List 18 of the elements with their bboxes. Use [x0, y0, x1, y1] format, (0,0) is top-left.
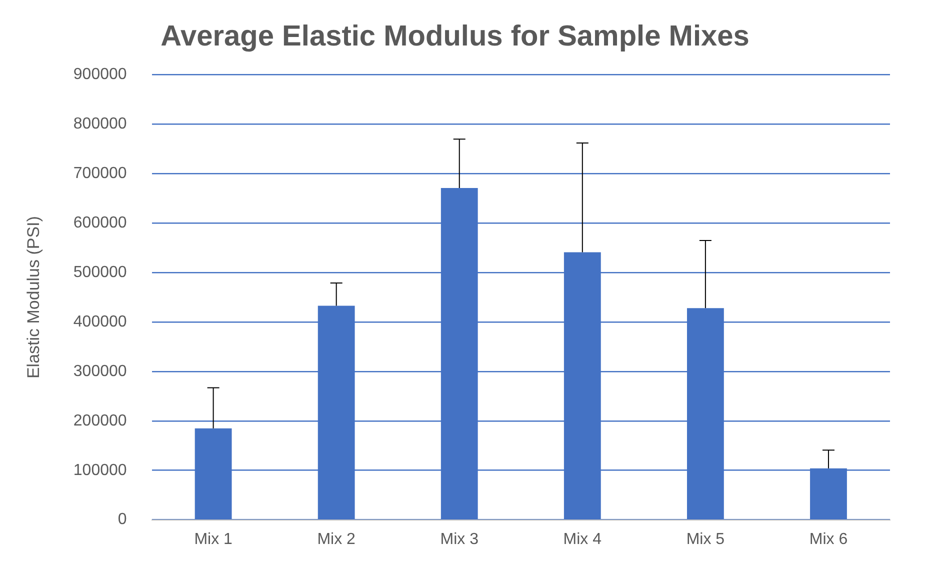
x-tick-label: Mix 5: [686, 530, 725, 548]
y-tick-label: 700000: [73, 165, 127, 182]
x-tick-label: Mix 2: [317, 530, 356, 548]
y-tick-label: 900000: [73, 66, 127, 84]
y-tick-label: 100000: [73, 462, 127, 479]
y-tick-label: 400000: [73, 313, 127, 330]
y-tick-label: 600000: [73, 214, 127, 232]
x-tick-label: Mix 3: [440, 530, 479, 548]
x-tick-label: Mix 1: [194, 530, 233, 548]
y-tick-label: 500000: [73, 264, 127, 281]
chart-title: Average Elastic Modulus for Sample Mixes: [160, 20, 750, 52]
y-tick-label: 0: [118, 511, 127, 528]
y-tick-label: 300000: [73, 362, 127, 380]
y-axis-title: Elastic Modulus (PSI): [24, 216, 43, 379]
y-tick-label: 200000: [73, 412, 127, 430]
x-tick-label: Mix 6: [809, 530, 848, 548]
y-tick-label: 800000: [73, 116, 127, 133]
x-tick-label: Mix 4: [563, 530, 602, 548]
